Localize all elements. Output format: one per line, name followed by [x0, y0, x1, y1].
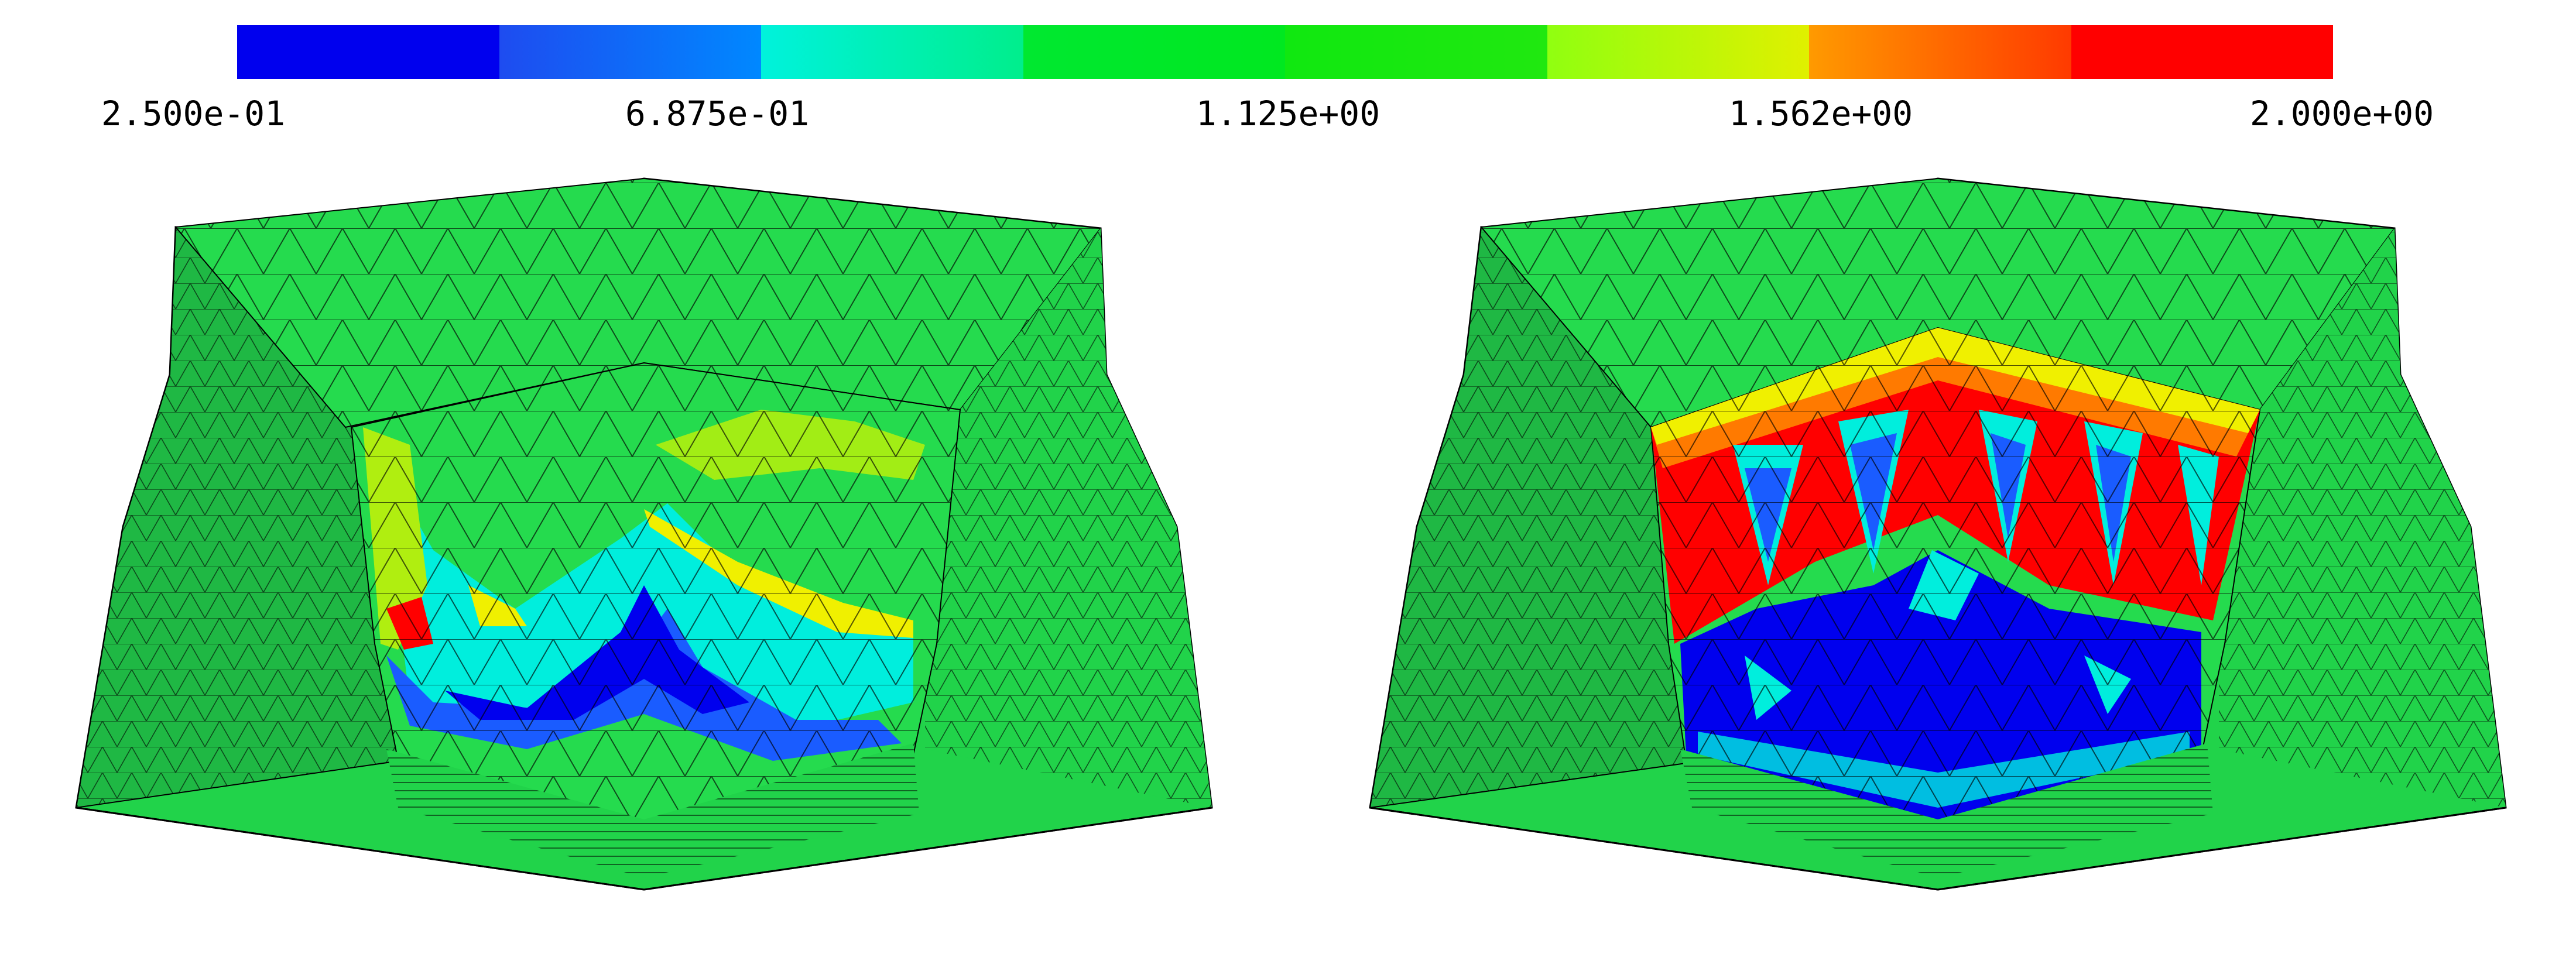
colorbar-tick-5: 2.000e+00 [2249, 94, 2434, 133]
colorbar-segment [237, 25, 499, 79]
colorbar-tick-2: 6.875e-01 [625, 94, 810, 133]
colorbar-segment [1023, 25, 1285, 79]
colorbar-tick-3: 1.125e+00 [1195, 94, 1381, 133]
colorbar-tick-1: 2.500e-01 [101, 94, 286, 133]
colorbar-segment [1809, 25, 2071, 79]
colorbar-segment [499, 25, 761, 79]
colorbar-segment [1285, 25, 1547, 79]
colorbar [237, 25, 2333, 79]
right-mesh-view [1369, 177, 2507, 891]
left-mesh-view [75, 177, 1213, 891]
colorbar-segment [2071, 25, 2333, 79]
colorbar-segment [1547, 25, 1809, 79]
colorbar-tick-4: 1.562e+00 [1728, 94, 1913, 133]
colorbar-segment [761, 25, 1023, 79]
